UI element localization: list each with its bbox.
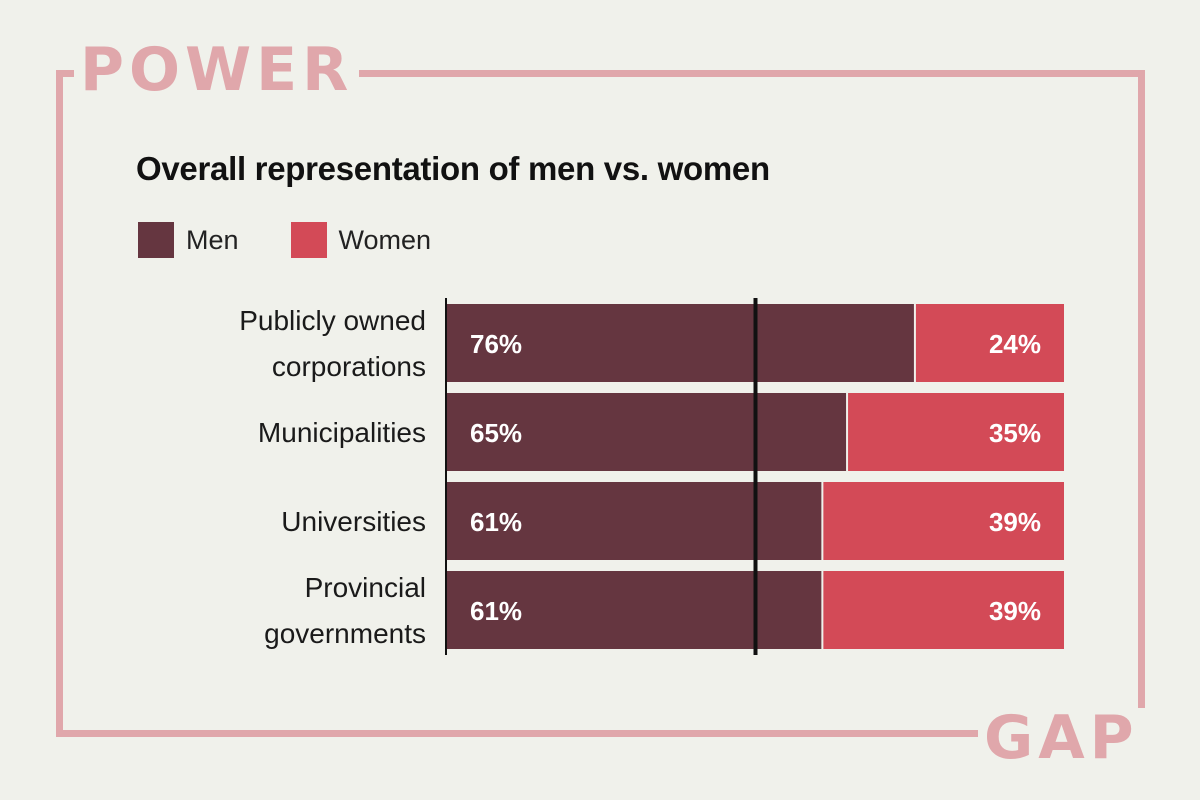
brand-word-bottom: GAP [978,708,1145,768]
chart-title: Overall representation of men vs. women [136,150,770,187]
category-label-3: Provincial governments [264,572,426,649]
value-label-women-2: 39% [989,507,1041,537]
legend-swatch-women [290,222,327,258]
value-label-men-1: 65% [470,418,522,448]
value-label-women-1: 35% [989,418,1041,448]
value-label-men-3: 61% [470,596,522,626]
legend-item-men: Men [138,222,239,258]
chart-frame [56,70,1145,737]
category-label-0: Publicly owned corporations [239,305,426,382]
legend-label-men: Men [186,224,239,255]
bar-men-3 [447,571,822,649]
value-label-men-0: 76% [470,329,522,359]
legend-label-women: Women [338,224,432,255]
bar-men-1 [447,393,847,471]
bar-women-0 [915,304,1064,382]
legend: Men Women [138,222,483,258]
category-label-1: Municipalities [258,417,426,448]
bar-women-3 [823,571,1064,649]
bar-men-0 [447,304,914,382]
brand-word-top: POWER [74,40,360,100]
value-label-women-0: 24% [989,329,1041,359]
bar-women-1 [848,393,1064,471]
bar-women-2 [823,482,1064,560]
bar-men-2 [447,482,822,560]
legend-item-women: Women [290,222,432,258]
value-label-women-3: 39% [989,596,1041,626]
value-label-men-2: 61% [470,507,522,537]
category-label-2: Universities [281,506,426,537]
legend-swatch-men [138,222,174,258]
